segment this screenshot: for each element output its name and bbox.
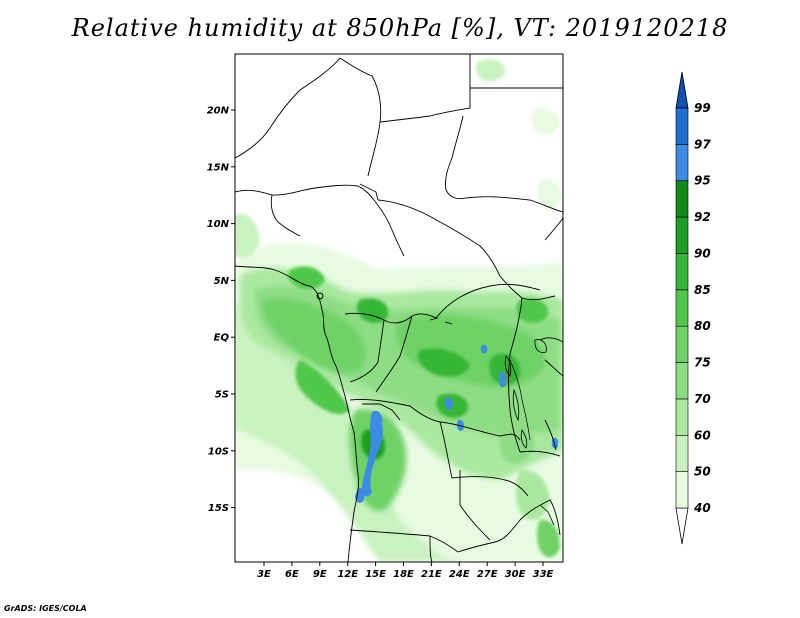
map-title: Relative humidity at 850hPa [%], VT: 201… [71, 14, 729, 42]
latitude-axis: 20N 15N 10N 5N EQ 5S 10S 15S [207, 106, 235, 514]
colorbar-label: 85 [694, 283, 711, 297]
colorbar-label: 92 [694, 210, 711, 224]
colorbar-swatch [675, 398, 689, 436]
colorbar-label: 60 [694, 428, 711, 442]
lon-tick-label: 3E [257, 569, 271, 580]
lon-tick-label: 15E [365, 569, 386, 580]
colorbar-swatch [675, 144, 689, 182]
colorbar-label: 80 [694, 319, 711, 333]
colorbar-upper-triangle [675, 71, 689, 109]
colorbar-label: 75 [694, 356, 711, 370]
lon-tick-label: 30E [505, 569, 526, 580]
lon-tick-label: 24E [449, 569, 470, 580]
lat-tick-label: 10N [207, 219, 230, 230]
colorbar-label: 90 [694, 246, 711, 260]
colorbar-label: 40 [693, 501, 711, 515]
colorbar-swatch [675, 434, 689, 472]
plot-frame [234, 53, 564, 563]
colorbar-swatch [675, 289, 689, 327]
lon-tick-label: 6E [285, 569, 299, 580]
longitude-axis: 3E 6E 9E 12E 15E 18E 21E 24E 27E 30E 33E [257, 562, 554, 580]
lon-tick-label: 9E [313, 569, 327, 580]
lat-tick-label: 5S [215, 390, 229, 401]
colorbar-label: 97 [694, 137, 711, 151]
colorbar-label: 95 [694, 174, 711, 188]
colorbar-swatch [675, 325, 689, 363]
lat-tick-label: 15N [207, 162, 230, 173]
lat-tick-label: 5N [214, 276, 230, 287]
lon-tick-label: 12E [337, 569, 358, 580]
country-borders [235, 54, 563, 562]
colorbar-label: 99 [694, 101, 711, 115]
lon-tick-label: 27E [477, 569, 498, 580]
lat-tick-label: 20N [207, 106, 230, 117]
colorbar-swatch [675, 253, 689, 291]
colorbar-label: 50 [694, 465, 711, 479]
footer-credit: GrADS: IGES/COLA [4, 604, 87, 613]
lon-tick-label: 33E [533, 569, 554, 580]
lat-tick-label: 15S [208, 503, 229, 514]
colorbar-swatch [675, 216, 689, 254]
colorbar-lower-triangle [675, 507, 689, 545]
colorbar-swatch [675, 362, 689, 400]
lon-tick-label: 18E [393, 569, 414, 580]
colorbar-swatch [675, 471, 689, 509]
lakes [504, 339, 555, 526]
lon-tick-label: 21E [421, 569, 442, 580]
colorbar-swatch [675, 180, 689, 218]
colorbar: 40 50 60 70 75 80 85 90 92 95 97 99 [675, 71, 711, 545]
lat-tick-label: EQ [214, 333, 230, 344]
colorbar-swatch [675, 107, 689, 145]
coastline [235, 265, 359, 562]
humidity-shading [235, 59, 563, 562]
colorbar-label: 70 [694, 392, 711, 406]
lat-tick-label: 10S [208, 446, 229, 457]
